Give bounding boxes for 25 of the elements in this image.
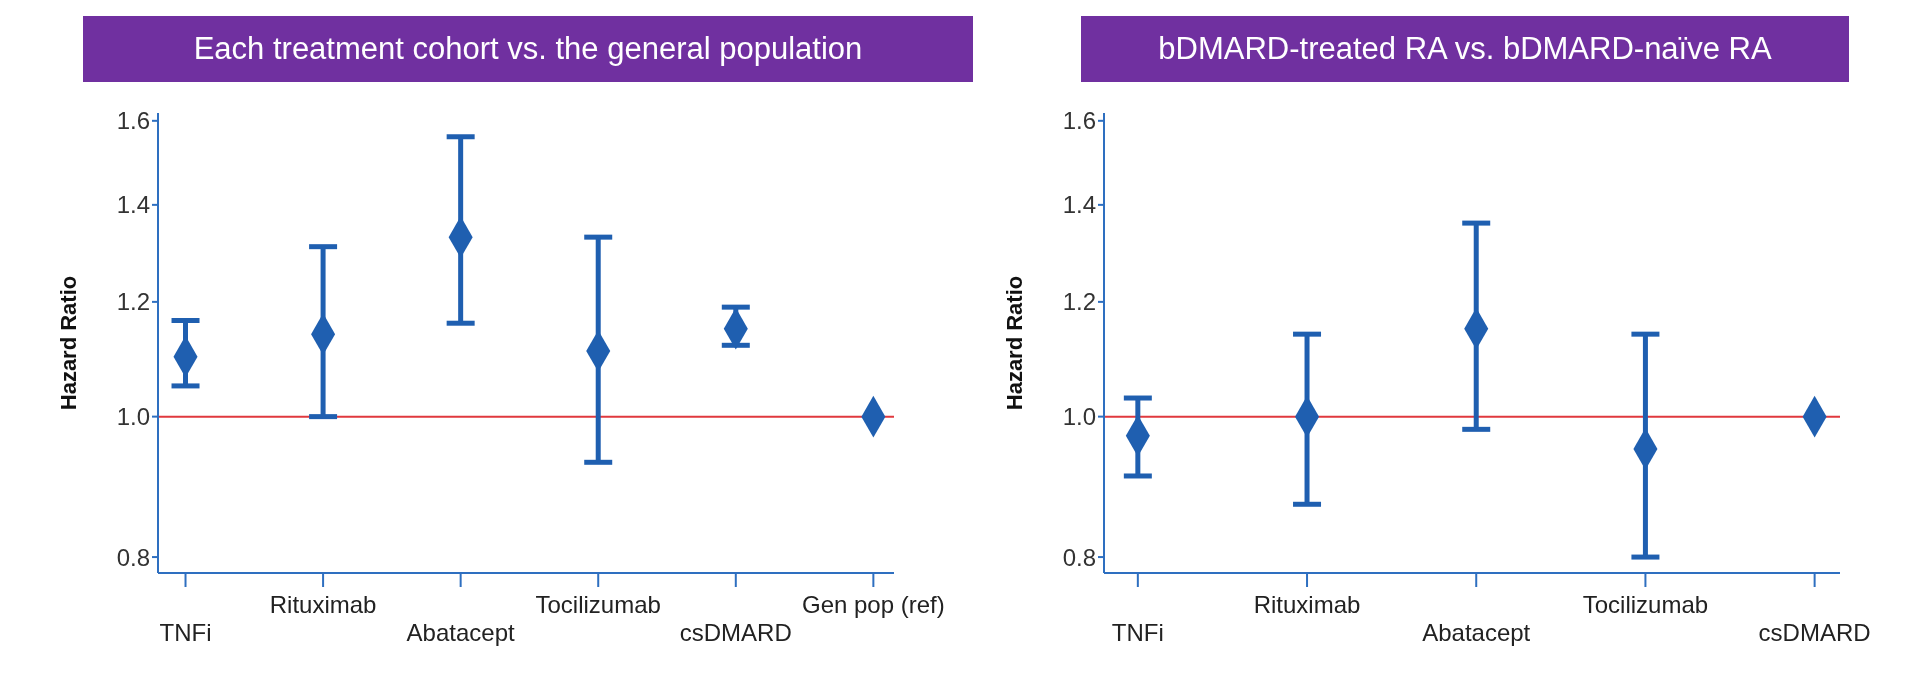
y-tick-label: 0.8	[116, 543, 150, 571]
y-tick-label: 1.6	[1062, 107, 1096, 135]
y-tick-label: 1.4	[1062, 191, 1096, 219]
chart-title: Each treatment cohort vs. the general population	[83, 16, 973, 82]
y-axis-title: Hazard Ratio	[55, 275, 81, 411]
x-tick-label: Abatacept	[406, 619, 516, 646]
x-tick-label: Tocilizumab	[535, 591, 661, 618]
x-tick-label: Tocilizumab	[1582, 591, 1709, 618]
x-tick-label: Gen pop (ref)	[802, 591, 945, 618]
y-tick-label: 1.0	[1062, 403, 1096, 431]
x-tick-label: TNFi	[159, 619, 212, 646]
y-tick-label: 1.2	[1062, 288, 1096, 316]
x-tick-label: csDMARD	[1758, 619, 1871, 646]
y-tick-label: 1.2	[116, 288, 150, 316]
x-tick-label: csDMARD	[679, 619, 792, 646]
y-tick-label: 0.8	[1062, 543, 1096, 571]
y-tick-label: 1.4	[116, 191, 150, 219]
y-tick-label: 1.6	[116, 107, 150, 135]
y-tick-label: 1.0	[116, 403, 150, 431]
x-tick-label: Abatacept	[1422, 619, 1531, 646]
x-tick-label: Rituximab	[269, 591, 377, 618]
x-tick-label: Rituximab	[1253, 591, 1361, 618]
chart-title: bDMARD-treated RA vs. bDMARD-naïve RA	[1081, 16, 1849, 82]
x-tick-label: TNFi	[1111, 619, 1164, 646]
y-axis-title: Hazard Ratio	[1001, 275, 1027, 411]
